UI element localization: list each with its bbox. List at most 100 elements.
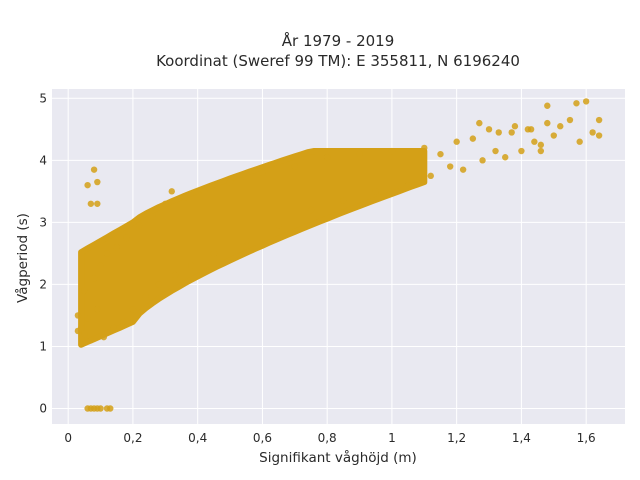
scatter-point (427, 172, 434, 180)
scatter-point (110, 324, 117, 332)
scatter-point (129, 306, 137, 313)
scatter-point (94, 178, 101, 186)
scatter-point (589, 129, 596, 136)
scatter-point (136, 222, 143, 229)
scatter-point (573, 100, 580, 107)
y-tick-label: 4 (39, 153, 47, 167)
scatter-point (576, 138, 583, 145)
x-tick-label: 0,4 (188, 431, 207, 445)
x-tick-label: 0,2 (123, 431, 142, 445)
scatter-point (87, 200, 95, 207)
scatter-point (459, 166, 467, 173)
x-tick-label: 1,4 (512, 431, 531, 445)
y-tick-label: 2 (39, 277, 47, 291)
scatter-point (168, 188, 175, 195)
scatter-point (544, 119, 551, 127)
scatter-point (557, 123, 564, 130)
scatter-point (511, 123, 519, 130)
scatter-point (537, 141, 545, 149)
y-tick-label: 0 (39, 401, 47, 415)
scatter-point (291, 163, 298, 170)
scatter-point (74, 312, 82, 319)
dense-point-cloud (78, 148, 428, 348)
scatter-point (81, 287, 88, 294)
scatter-point (495, 129, 502, 136)
scatter-point (485, 126, 493, 133)
scatter-point (155, 281, 163, 288)
scatter-point (103, 250, 111, 257)
scatter-point (81, 330, 88, 338)
x-tick-label: 1,2 (447, 431, 466, 445)
scatter-point (446, 163, 454, 170)
scatter-point (356, 150, 363, 158)
scatter-point (210, 250, 218, 257)
scatter-point (518, 147, 525, 155)
data-points (74, 98, 603, 412)
scatter-point (492, 147, 499, 155)
scatter-point (94, 200, 101, 207)
x-tick-label: 0,8 (318, 431, 337, 445)
scatter-point (453, 138, 460, 145)
scatter-point (120, 318, 127, 325)
scatter-point (469, 135, 477, 142)
x-axis-label: Signifikant våghöjd (m) (259, 449, 417, 466)
scatter-point (100, 333, 107, 341)
scatter-point (275, 222, 282, 229)
scatter-point (113, 243, 120, 251)
x-tick-label: 0 (64, 431, 72, 445)
y-axis-label: Vågperiod (s) (14, 213, 31, 303)
scatter-point (97, 262, 104, 270)
scatter-point (476, 119, 483, 127)
chart-title-line-2: Koordinat (Sweref 99 TM): E 355811, N 61… (156, 52, 520, 70)
scatter-point (171, 271, 179, 279)
scatter-point (259, 169, 266, 176)
y-tick-label: 1 (39, 339, 47, 353)
scatter-point (123, 234, 130, 242)
y-tick-label: 3 (39, 215, 47, 229)
scatter-point (97, 405, 104, 412)
y-tick-label: 5 (39, 91, 47, 105)
scatter-point (90, 166, 98, 173)
scatter-point (595, 116, 603, 124)
scatter-point (323, 154, 331, 161)
scatter-point (90, 275, 98, 282)
scatter-point (87, 337, 95, 344)
scatter-point (181, 194, 188, 201)
x-tick-label: 0,6 (253, 431, 272, 445)
scatter-point (550, 132, 557, 139)
scatter-point (84, 181, 91, 189)
tick-labels: 0 0,2 0,4 0,6 0,8 1 1,2 1,4 1,6 0 1 2 3 4 5 (39, 91, 595, 445)
scatter-point (142, 293, 150, 301)
scatter-point (200, 188, 208, 195)
scatter-point (437, 150, 444, 158)
scatter-point (226, 178, 234, 186)
scatter-point (307, 206, 315, 214)
scatter-point (149, 212, 156, 220)
scatter-point (388, 147, 396, 155)
scatter-point (84, 315, 91, 322)
scatter-point (340, 197, 347, 204)
scatter-point (508, 129, 515, 136)
scatter-point (595, 132, 603, 139)
scatter-point (107, 405, 114, 412)
x-tick-label: 1 (388, 431, 396, 445)
scatter-point (502, 154, 509, 161)
scatter-point (537, 147, 545, 155)
scatter-point (404, 181, 412, 189)
scatter-point (243, 237, 250, 245)
scatter-point (421, 144, 428, 152)
scatter-point (372, 188, 379, 195)
scatter-point (188, 262, 195, 270)
scatter-point (94, 306, 101, 313)
scatter-point (162, 200, 169, 207)
scatter-point (566, 116, 574, 124)
scatter-point (479, 157, 486, 164)
scatter-point (77, 324, 85, 332)
x-tick-label: 1,6 (577, 431, 596, 445)
scatter-point (544, 102, 551, 109)
scatter-point (531, 138, 538, 145)
chart-title-line-1: År 1979 - 2019 (282, 31, 395, 50)
scatter-point (527, 126, 535, 133)
scatter-point (582, 98, 590, 105)
